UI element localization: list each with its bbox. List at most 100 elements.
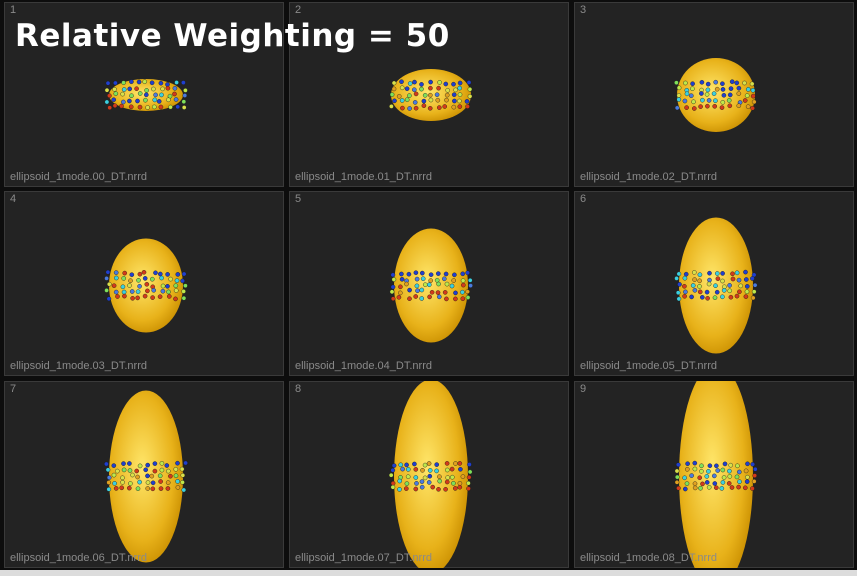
particle <box>711 473 717 479</box>
particle <box>726 481 732 486</box>
particle <box>151 288 156 293</box>
particle <box>399 277 405 282</box>
particle <box>152 97 158 103</box>
particle <box>128 278 133 283</box>
correspondence-particles <box>104 269 188 302</box>
particle <box>173 296 178 302</box>
particle <box>466 80 472 85</box>
viewport-6[interactable]: 6 ellipsoid_1mode.05_DT.nrrd <box>574 191 854 376</box>
particle <box>683 80 688 86</box>
particle <box>444 92 450 98</box>
particle <box>119 485 124 491</box>
particle <box>388 472 394 478</box>
particle <box>676 462 681 467</box>
particle <box>705 81 711 87</box>
particle <box>404 486 409 491</box>
particle <box>700 97 705 103</box>
particle <box>156 99 162 104</box>
particle <box>113 91 119 96</box>
particle <box>166 289 171 295</box>
particle <box>111 283 117 288</box>
particle <box>120 284 126 290</box>
particle <box>180 278 185 284</box>
particle <box>127 468 133 473</box>
view-filename: ellipsoid_1mode.08_DT.nrrd <box>580 552 717 564</box>
particle <box>127 98 132 104</box>
particle <box>458 467 463 472</box>
particle <box>745 461 750 467</box>
viewport-7[interactable]: 7 ellipsoid_1mode.06_DT.nrrd <box>4 381 284 568</box>
particle <box>452 98 457 104</box>
viewport-1[interactable]: 1 ellipsoid_1mode.00_DT.nrrd <box>4 2 284 187</box>
particle <box>674 80 679 85</box>
particle <box>165 284 170 289</box>
particle <box>444 479 450 485</box>
particle <box>713 98 718 103</box>
particle <box>181 105 187 110</box>
particle <box>137 479 142 485</box>
particle <box>412 87 417 92</box>
particle <box>181 271 187 277</box>
view-index: 4 <box>10 193 17 205</box>
overlay-title: Relative Weighting = 50 <box>15 18 450 54</box>
particle <box>106 480 111 485</box>
particle <box>422 93 428 98</box>
particle <box>426 461 432 466</box>
viewport-9[interactable]: 9 ellipsoid_1mode.08_DT.nrrd <box>574 381 854 568</box>
particle <box>413 105 419 111</box>
particle <box>697 278 702 284</box>
particle <box>399 271 404 277</box>
particle <box>119 103 124 109</box>
particle <box>742 485 748 491</box>
particle <box>137 284 142 289</box>
particle <box>691 99 696 105</box>
particle <box>150 295 155 300</box>
particle <box>142 276 148 281</box>
particle <box>397 487 402 492</box>
particle <box>736 91 742 96</box>
particle <box>465 104 470 109</box>
particle <box>436 281 441 287</box>
viewport-5[interactable]: 5 ellipsoid_1mode.04_DT.nrrd <box>289 191 569 376</box>
particle <box>698 104 703 109</box>
correspondence-particles <box>104 460 188 493</box>
particle <box>152 461 158 466</box>
particle <box>130 296 135 301</box>
particle <box>389 104 394 109</box>
particle <box>745 104 751 109</box>
particle <box>677 282 682 287</box>
particle <box>142 293 148 299</box>
viewport-2[interactable]: 2 ellipsoid_1mode.01_DT.nrrd <box>289 2 569 187</box>
particle <box>413 91 419 97</box>
viewport-3[interactable]: 3 ellipsoid_1mode.02_DT.nrrd <box>574 2 854 187</box>
particle <box>390 481 396 486</box>
ellipsoid-render <box>674 381 758 568</box>
viewport-8[interactable]: 8 ellipsoid_1mode.07_DT.nrrd <box>289 381 569 568</box>
particle <box>744 289 750 294</box>
particle <box>106 475 112 480</box>
particle <box>129 79 134 84</box>
particle <box>413 486 419 492</box>
particle <box>727 288 732 294</box>
viewport-4[interactable]: 4 ellipsoid_1mode.03_DT.nrrd <box>4 191 284 376</box>
particle <box>692 485 698 491</box>
particle <box>427 92 433 98</box>
particle <box>713 485 719 490</box>
particle <box>736 277 742 283</box>
particle <box>466 475 472 480</box>
particle <box>444 461 450 466</box>
particle <box>750 93 756 99</box>
particle <box>173 288 179 293</box>
particle <box>682 284 687 289</box>
particle <box>121 99 126 105</box>
particle <box>457 98 462 104</box>
particle <box>413 467 419 472</box>
particle <box>407 106 412 111</box>
particle <box>457 104 463 109</box>
particle <box>468 283 473 288</box>
particle <box>442 104 447 109</box>
particle <box>172 86 178 91</box>
particle <box>727 92 733 98</box>
particle <box>697 284 702 289</box>
particle <box>182 93 188 98</box>
